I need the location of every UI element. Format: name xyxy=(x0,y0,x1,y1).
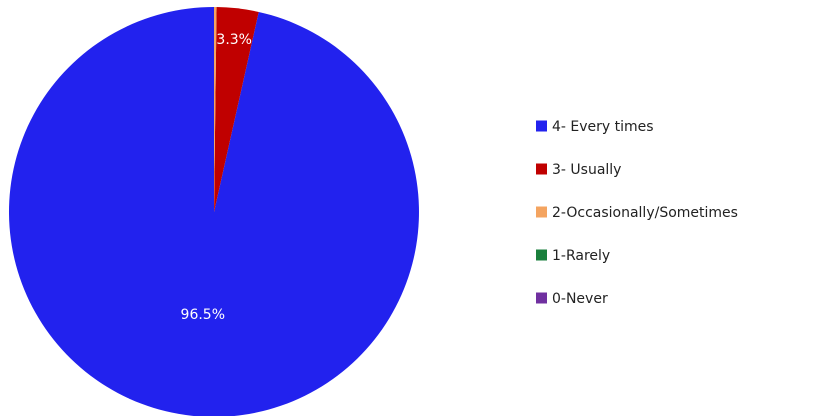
legend-item-3: 1-Rarely xyxy=(536,248,610,264)
legend-label-1: 3- Usually xyxy=(552,162,621,178)
legend-item-2: 2-Occasionally/Sometimes xyxy=(536,205,738,221)
legend-label-3: 1-Rarely xyxy=(552,248,610,264)
legend-item-4: 0-Never xyxy=(536,291,608,307)
legend-label-0: 4- Every times xyxy=(552,119,654,135)
legend-swatch-3 xyxy=(536,249,547,261)
legend-swatch-2 xyxy=(536,206,547,218)
slice-label-0: 96.5% xyxy=(181,307,225,323)
legend: 4- Every times 3- Usually 2-Occasionally/S… xyxy=(536,119,738,307)
legend-item-0: 4- Every times xyxy=(536,119,654,135)
legend-item-1: 3- Usually xyxy=(536,162,621,178)
legend-label-2: 2-Occasionally/Sometimes xyxy=(552,205,738,221)
pie-slices xyxy=(9,7,419,416)
pie-slice-2 xyxy=(214,7,217,212)
pie-slice-1 xyxy=(214,7,259,212)
legend-label-4: 0-Never xyxy=(552,291,608,307)
legend-swatch-0 xyxy=(536,120,547,132)
legend-swatch-1 xyxy=(536,163,547,175)
slice-label-1: 3.3% xyxy=(216,32,252,48)
pie-slice-0 xyxy=(9,7,419,416)
legend-swatch-4 xyxy=(536,292,547,304)
pie-slice-labels: 96.5% 3.3% xyxy=(181,32,252,323)
